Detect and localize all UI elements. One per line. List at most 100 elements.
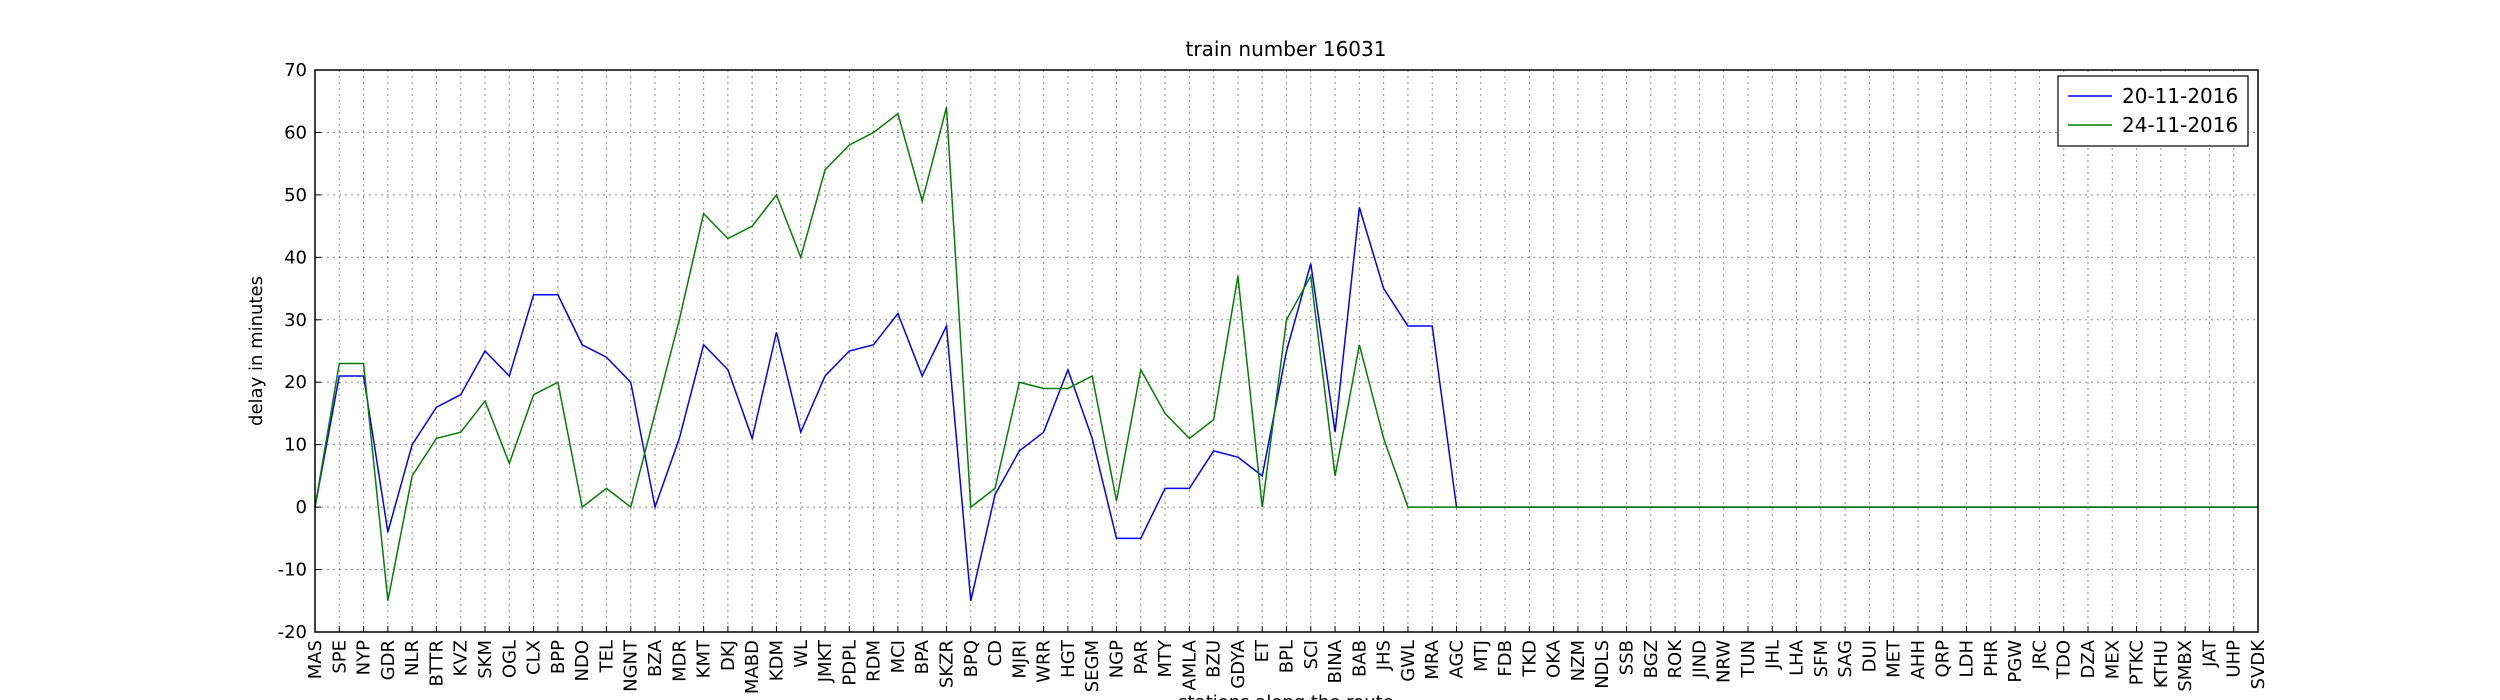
x-tick-label: BGZ bbox=[1641, 640, 1662, 678]
x-tick-label: SVDK bbox=[2248, 639, 2269, 690]
x-tick-label: AHH bbox=[1908, 640, 1929, 679]
x-tick-label: CD bbox=[985, 640, 1006, 666]
y-axis-label: delay in minutes bbox=[246, 276, 267, 426]
x-tick-label: JHL bbox=[1762, 640, 1783, 670]
x-tick-label: DUI bbox=[1859, 640, 1880, 672]
x-tick-label: BPA bbox=[912, 639, 933, 674]
y-tick-label: -10 bbox=[278, 560, 307, 581]
y-tick-label: 50 bbox=[284, 185, 307, 206]
x-tick-label: TDO bbox=[2054, 640, 2075, 680]
x-tick-label: BPL bbox=[1277, 640, 1298, 673]
x-tick-label: WRR bbox=[1034, 640, 1055, 683]
x-tick-label: MTY bbox=[1155, 639, 1176, 678]
x-tick-label: JMKT bbox=[815, 639, 836, 683]
x-tick-label: MRA bbox=[1422, 639, 1443, 679]
x-tick-label: SKM bbox=[475, 640, 496, 679]
x-tick-label: DKJ bbox=[718, 640, 739, 671]
x-tick-label: JRC bbox=[2029, 640, 2050, 671]
x-tick-label: KMT bbox=[694, 639, 715, 678]
x-tick-label: SAG bbox=[1835, 640, 1856, 678]
x-tick-label: NDO bbox=[572, 640, 593, 682]
x-tick-label: PGW bbox=[2005, 640, 2026, 683]
x-tick-label: BPQ bbox=[961, 640, 982, 677]
x-tick-label: BPP bbox=[548, 640, 569, 674]
y-tick-label: 60 bbox=[284, 122, 307, 143]
x-tick-label: OKA bbox=[1544, 639, 1565, 678]
x-tick-label: BZA bbox=[645, 639, 666, 677]
x-tick-label: SFM bbox=[1811, 640, 1832, 677]
x-tick-label: NLR bbox=[402, 640, 423, 676]
x-tick-label: MJRI bbox=[1009, 640, 1030, 679]
x-tick-label: NGNT bbox=[621, 639, 642, 692]
x-tick-label: OGL bbox=[499, 640, 520, 678]
x-tick-label: MABD bbox=[742, 640, 763, 694]
x-tick-label: LDH bbox=[1957, 640, 1978, 677]
x-tick-label: PDPL bbox=[839, 640, 860, 686]
plot-frame bbox=[314, 69, 2259, 633]
x-tick-label: PHR bbox=[1981, 640, 2002, 677]
y-tick-label: 10 bbox=[284, 435, 307, 456]
x-tick-label: UHP bbox=[2224, 640, 2245, 678]
x-tick-label: GWL bbox=[1398, 640, 1419, 682]
legend-box bbox=[2057, 75, 2249, 147]
x-tick-label: PTKC bbox=[2127, 640, 2148, 685]
x-tick-label: SEGM bbox=[1082, 640, 1103, 692]
x-tick-label: KTHU bbox=[2151, 640, 2172, 688]
x-tick-label: TKD bbox=[1519, 640, 1540, 678]
x-tick-label: PAR bbox=[1131, 640, 1152, 675]
x-tick-label: RDM bbox=[864, 640, 885, 682]
y-tick-label: 40 bbox=[284, 247, 307, 268]
legend-label: 20-11-2016 bbox=[2122, 84, 2238, 108]
x-tick-label: FDB bbox=[1495, 640, 1516, 677]
y-tick-label: 30 bbox=[284, 310, 307, 331]
x-tick-label: NZM bbox=[1568, 640, 1589, 681]
x-tick-label: BZU bbox=[1204, 640, 1225, 678]
x-tick-label: BTTR bbox=[426, 640, 447, 687]
x-tick-label: SKZR bbox=[936, 640, 957, 688]
x-tick-label: GDYA bbox=[1228, 639, 1249, 688]
x-tick-label: BINA bbox=[1325, 639, 1346, 683]
x-tick-label: ROK bbox=[1665, 639, 1686, 679]
x-axis-label: stations along the route bbox=[1178, 692, 1393, 700]
x-tick-label: WL bbox=[791, 640, 812, 668]
y-tick-label: -20 bbox=[278, 622, 307, 643]
x-tick-label: MEX bbox=[2102, 640, 2123, 679]
x-tick-label: JHS bbox=[1374, 640, 1395, 671]
x-tick-label: LHA bbox=[1787, 639, 1808, 676]
x-tick-label: MCI bbox=[888, 640, 909, 673]
x-tick-label: DZA bbox=[2078, 639, 2099, 678]
x-tick-label: JAT bbox=[2199, 639, 2220, 668]
x-tick-label: AGC bbox=[1447, 640, 1468, 679]
x-tick-label: NYP bbox=[354, 640, 375, 675]
x-tick-label: SMBX bbox=[2175, 640, 2196, 692]
y-tick-label: 70 bbox=[284, 60, 307, 81]
x-tick-label: NRW bbox=[1714, 640, 1735, 683]
x-tick-label: AMLA bbox=[1179, 639, 1200, 690]
x-tick-label: KDM bbox=[766, 640, 787, 681]
series-line bbox=[314, 107, 2258, 601]
x-tick-label: KVZ bbox=[451, 640, 472, 676]
chart-title: train number 16031 bbox=[1186, 37, 1387, 61]
x-tick-label: MTJ bbox=[1471, 640, 1492, 672]
x-tick-label: CLX bbox=[524, 640, 545, 675]
x-tick-label: JIND bbox=[1689, 640, 1710, 679]
x-tick-label: NDLS bbox=[1592, 640, 1613, 689]
x-tick-label: NGP bbox=[1106, 640, 1127, 678]
x-tick-label: BAB bbox=[1349, 640, 1370, 677]
y-tick-label: 20 bbox=[284, 372, 307, 393]
series-line bbox=[314, 207, 2258, 601]
x-tick-label: GDR bbox=[378, 640, 399, 680]
legend-label: 24-11-2016 bbox=[2122, 113, 2238, 137]
x-tick-label: HGT bbox=[1058, 639, 1079, 678]
x-tick-label: SCI bbox=[1301, 640, 1322, 669]
x-tick-label: SSB bbox=[1617, 640, 1638, 675]
y-tick-label: 0 bbox=[296, 497, 307, 518]
x-tick-label: MAS bbox=[305, 640, 326, 679]
x-tick-label: QRP bbox=[1932, 640, 1953, 678]
x-tick-label: ET bbox=[1252, 639, 1273, 662]
x-tick-label: MDR bbox=[669, 640, 690, 682]
x-tick-label: SPE bbox=[329, 640, 350, 674]
x-tick-label: TEL bbox=[596, 640, 617, 673]
x-tick-label: TUN bbox=[1738, 640, 1759, 679]
